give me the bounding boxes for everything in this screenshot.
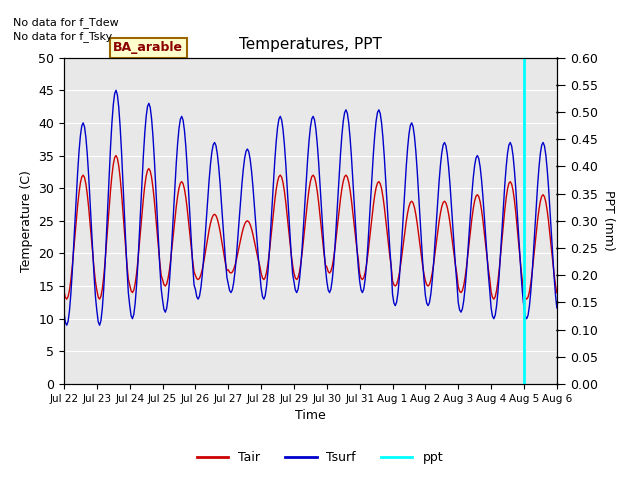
X-axis label: Time: Time xyxy=(295,409,326,422)
Y-axis label: PPT (mm): PPT (mm) xyxy=(602,191,614,251)
Text: No data for f_Tsky: No data for f_Tsky xyxy=(13,31,112,42)
Text: BA_arable: BA_arable xyxy=(113,41,183,54)
Text: No data for f_Tdew: No data for f_Tdew xyxy=(13,17,118,28)
Y-axis label: Temperature (C): Temperature (C) xyxy=(20,170,33,272)
Legend: Tair, Tsurf, ppt: Tair, Tsurf, ppt xyxy=(192,446,448,469)
Title: Temperatures, PPT: Temperatures, PPT xyxy=(239,37,382,52)
